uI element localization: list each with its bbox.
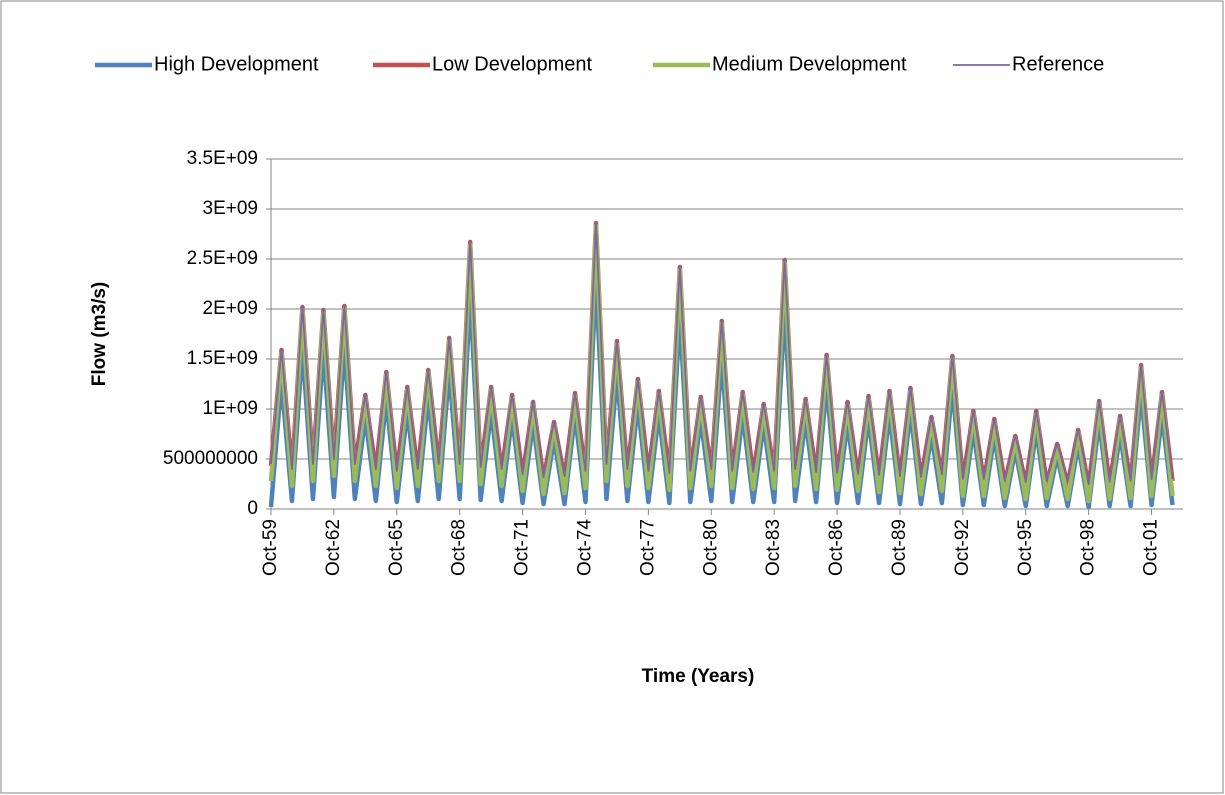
y-tick-label: 3.5E+09: [187, 148, 258, 169]
y-tick-label: 1.5E+09: [187, 348, 258, 369]
x-tick-label: Oct-68: [449, 519, 470, 576]
x-tick-label: Oct-89: [889, 519, 910, 576]
y-tick-label: 2E+09: [203, 298, 258, 319]
y-tick-label: 3E+09: [203, 198, 258, 219]
x-tick-label: Oct-86: [826, 519, 847, 576]
x-tick-label: Oct-77: [637, 519, 658, 576]
y-tick-label: 500000000: [163, 448, 258, 469]
x-tick-label: Oct-01: [1141, 519, 1162, 576]
legend-label: Medium Development: [712, 53, 907, 75]
x-tick-label: Oct-80: [700, 519, 721, 576]
x-axis-title: Time (Years): [642, 666, 755, 687]
x-tick-label: Oct-95: [1015, 519, 1036, 576]
x-tick-label: Oct-59: [260, 519, 281, 576]
legend-label: High Development: [154, 53, 319, 75]
x-tick-label: Oct-92: [952, 519, 973, 576]
legend-label: Reference: [1012, 53, 1104, 75]
series-line: [270, 221, 1174, 485]
y-axis-title: Flow (m3/s): [89, 282, 110, 387]
legend-label: Low Development: [432, 53, 593, 75]
x-tick-label: Oct-71: [512, 519, 533, 576]
x-tick-label: Oct-83: [763, 519, 784, 576]
x-tick-label: Oct-98: [1078, 519, 1099, 576]
y-tick-label: 2.5E+09: [187, 248, 258, 269]
x-tick-label: Oct-74: [574, 519, 595, 576]
y-tick-label: 0: [247, 498, 258, 519]
x-tick-label: Oct-65: [386, 519, 407, 576]
x-tick-label: Oct-62: [323, 519, 344, 576]
y-tick-label: 1E+09: [203, 398, 258, 419]
